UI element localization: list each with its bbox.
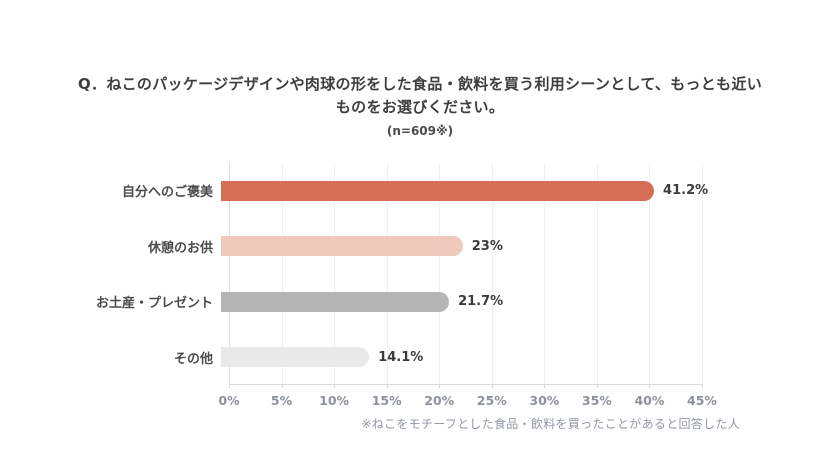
category-label: 自分へのご褒美 xyxy=(121,185,213,201)
x-gridline xyxy=(702,163,703,384)
x-gridline xyxy=(439,163,441,384)
x-tick-label: 15% xyxy=(371,393,402,408)
x-tick-label: 5% xyxy=(270,393,293,408)
footnote: ※ねこをモチーフとした食品・飲料を買ったことがあると回答した人 xyxy=(361,417,740,431)
x-tick-mark xyxy=(491,384,493,388)
x-tick-label: 25% xyxy=(476,393,507,408)
x-gridline xyxy=(649,163,651,384)
bar-row: 休憩のお供 23% xyxy=(0,219,840,275)
x-gridline xyxy=(596,163,598,384)
x-tick-label: 30% xyxy=(529,393,560,408)
x-gridline xyxy=(334,163,336,384)
x-tick-mark xyxy=(596,384,598,388)
value-label: 21.7% xyxy=(458,294,504,310)
bar xyxy=(221,347,370,368)
x-gridline xyxy=(544,163,546,384)
x-tick-label: 35% xyxy=(581,393,612,408)
y-axis-line xyxy=(229,163,230,384)
x-tick-label: 40% xyxy=(634,393,665,408)
bar xyxy=(221,180,655,201)
x-tick-mark xyxy=(281,384,283,388)
category-label: その他 xyxy=(173,351,213,367)
bar-track: 21.7% xyxy=(221,291,694,312)
x-tick-label: 45% xyxy=(687,393,717,408)
x-gridline xyxy=(386,163,388,384)
bar-row: 自分へのご褒美 41.2% xyxy=(0,163,840,219)
x-tick-mark xyxy=(544,384,546,388)
x-tick-mark xyxy=(386,384,388,388)
x-tick-label: 10% xyxy=(319,393,350,408)
value-label: 23% xyxy=(471,238,503,254)
bar-track: 14.1% xyxy=(221,347,694,368)
bar-track: 41.2% xyxy=(221,180,708,201)
x-tick-mark xyxy=(702,384,703,388)
value-label: 14.1% xyxy=(378,349,424,365)
value-label: 41.2% xyxy=(663,183,709,199)
plot-area: 0% 5% 10% 15% 20% 25% 30% 35% 40% 45% xyxy=(218,163,717,408)
sample-size-note: (n=609※) xyxy=(386,124,454,138)
x-gridline xyxy=(491,163,493,384)
x-tick-mark xyxy=(229,384,230,388)
bar xyxy=(221,291,450,312)
chart-title: Q．ねこのパッケージデザインや肉球の形をした食品・飲料を買う利用シーンとして、も… xyxy=(0,73,840,119)
x-tick-label: 20% xyxy=(424,393,455,408)
bar xyxy=(221,236,463,257)
x-tick-label: 0% xyxy=(218,393,240,408)
x-gridline xyxy=(281,163,283,384)
chart-title-line1: Q．ねこのパッケージデザインや肉球の形をした食品・飲料を買う利用シーンとして、も… xyxy=(77,75,762,93)
category-label: お土産・プレゼント xyxy=(95,296,213,312)
bar-row: お土産・プレゼント 21.7% xyxy=(0,274,840,330)
x-tick-mark xyxy=(649,384,651,388)
chart-title-line2: ものをお選びください。 xyxy=(335,98,505,116)
bar-row: その他 14.1% xyxy=(0,330,840,386)
x-tick-mark xyxy=(334,384,336,388)
category-label: 休憩のお供 xyxy=(147,240,213,256)
x-tick-mark xyxy=(439,384,441,388)
bar-track: 23% xyxy=(221,236,694,257)
